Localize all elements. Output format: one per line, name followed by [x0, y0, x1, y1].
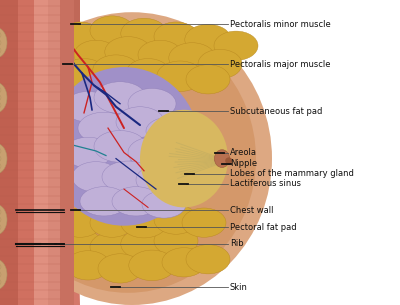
Ellipse shape — [0, 143, 7, 174]
Ellipse shape — [94, 131, 146, 162]
Ellipse shape — [116, 107, 164, 137]
Ellipse shape — [0, 24, 256, 293]
Ellipse shape — [169, 43, 215, 73]
Text: Chest wall: Chest wall — [230, 206, 274, 215]
Ellipse shape — [0, 259, 7, 290]
Ellipse shape — [90, 208, 134, 237]
Ellipse shape — [121, 18, 167, 49]
Ellipse shape — [214, 31, 258, 60]
Ellipse shape — [154, 205, 198, 234]
Ellipse shape — [90, 232, 134, 262]
FancyBboxPatch shape — [48, 0, 60, 305]
Ellipse shape — [0, 12, 272, 305]
Ellipse shape — [93, 55, 139, 85]
Text: Pectoralis major muscle: Pectoralis major muscle — [230, 59, 330, 69]
FancyBboxPatch shape — [0, 0, 44, 305]
Ellipse shape — [58, 22, 102, 51]
Ellipse shape — [74, 40, 118, 70]
Ellipse shape — [90, 16, 134, 45]
FancyBboxPatch shape — [0, 152, 14, 174]
Ellipse shape — [94, 82, 146, 113]
Ellipse shape — [62, 59, 106, 88]
FancyBboxPatch shape — [18, 0, 34, 305]
Ellipse shape — [154, 226, 198, 256]
Ellipse shape — [80, 187, 128, 216]
Ellipse shape — [72, 162, 120, 192]
Text: Pectoral fat pad: Pectoral fat pad — [230, 223, 297, 232]
Ellipse shape — [102, 161, 154, 193]
Ellipse shape — [0, 250, 8, 287]
Ellipse shape — [214, 150, 230, 167]
Ellipse shape — [121, 229, 167, 259]
Polygon shape — [52, 0, 80, 92]
Ellipse shape — [126, 59, 170, 88]
Text: Rib: Rib — [230, 239, 244, 249]
Ellipse shape — [185, 24, 231, 55]
Text: Pectoralis minor muscle: Pectoralis minor muscle — [230, 20, 331, 29]
Ellipse shape — [225, 157, 232, 164]
Ellipse shape — [58, 229, 102, 259]
Ellipse shape — [58, 208, 102, 237]
Ellipse shape — [146, 117, 190, 145]
FancyBboxPatch shape — [0, 0, 32, 305]
Ellipse shape — [140, 110, 228, 207]
Ellipse shape — [0, 27, 7, 58]
FancyBboxPatch shape — [0, 0, 18, 305]
Ellipse shape — [0, 204, 7, 235]
Ellipse shape — [186, 65, 230, 94]
Ellipse shape — [186, 245, 230, 274]
Text: Nipple: Nipple — [230, 159, 257, 168]
Ellipse shape — [105, 37, 151, 67]
Ellipse shape — [198, 49, 242, 79]
Ellipse shape — [136, 165, 184, 195]
Ellipse shape — [158, 145, 202, 172]
Ellipse shape — [138, 40, 182, 70]
Ellipse shape — [142, 191, 186, 218]
Ellipse shape — [157, 61, 203, 92]
FancyBboxPatch shape — [0, 0, 56, 305]
FancyBboxPatch shape — [0, 34, 14, 55]
Text: Lobes of the mammary gland: Lobes of the mammary gland — [230, 169, 354, 178]
Text: Subcutaneous fat pad: Subcutaneous fat pad — [230, 107, 322, 116]
FancyBboxPatch shape — [0, 268, 14, 290]
Ellipse shape — [154, 22, 198, 51]
Ellipse shape — [128, 88, 176, 119]
Ellipse shape — [64, 137, 112, 168]
Text: Lactiferous sinus: Lactiferous sinus — [230, 179, 301, 188]
Ellipse shape — [64, 92, 112, 122]
Ellipse shape — [128, 137, 176, 168]
Ellipse shape — [112, 187, 160, 216]
Text: Skin: Skin — [230, 283, 248, 292]
Ellipse shape — [0, 82, 7, 113]
Ellipse shape — [0, 18, 8, 55]
Ellipse shape — [121, 207, 167, 238]
Ellipse shape — [0, 195, 8, 232]
Ellipse shape — [182, 208, 226, 237]
Ellipse shape — [66, 251, 110, 280]
Ellipse shape — [0, 73, 8, 110]
FancyBboxPatch shape — [34, 0, 48, 305]
Text: Areola: Areola — [230, 148, 257, 157]
FancyBboxPatch shape — [0, 92, 14, 113]
Ellipse shape — [98, 254, 142, 283]
FancyBboxPatch shape — [60, 0, 74, 305]
Ellipse shape — [48, 67, 200, 226]
Ellipse shape — [78, 112, 130, 144]
Ellipse shape — [162, 248, 206, 277]
Polygon shape — [36, 0, 80, 305]
Ellipse shape — [129, 250, 175, 281]
FancyBboxPatch shape — [0, 214, 14, 235]
Ellipse shape — [0, 134, 8, 171]
